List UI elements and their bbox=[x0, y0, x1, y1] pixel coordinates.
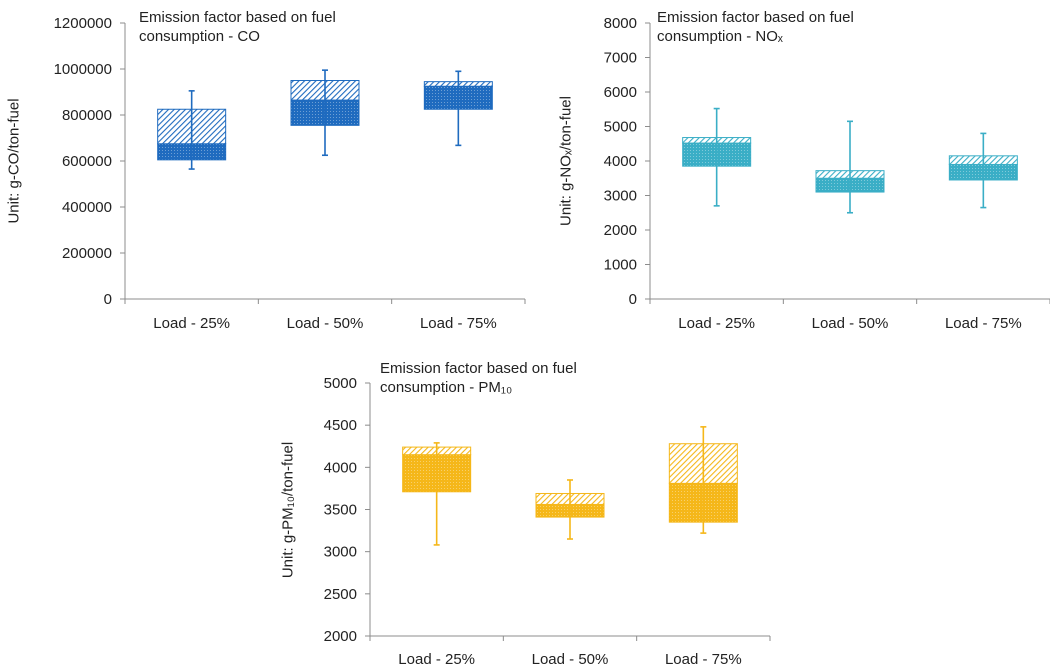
box-1 bbox=[682, 107, 752, 207]
box-2 bbox=[535, 479, 605, 540]
y-tick-label: 200000 bbox=[62, 245, 112, 262]
plot-area: 0 200000 400000 600000 800000 1000000 1200000 L… bbox=[54, 15, 526, 332]
y-axis-label: Unit: g-CO/ton-fuel bbox=[5, 98, 23, 224]
y-tick-label: 6000 bbox=[604, 84, 637, 101]
y-tick-label: 5000 bbox=[324, 375, 357, 392]
chart-title: Emission factor based on fuel consumptio… bbox=[657, 8, 854, 46]
y-tick-label: 0 bbox=[104, 291, 112, 308]
box-1 bbox=[157, 90, 227, 170]
y-tick-label: 2500 bbox=[324, 586, 357, 603]
chart-title-line2: consumption - CO bbox=[139, 28, 260, 45]
box-3 bbox=[423, 70, 493, 147]
box-3 bbox=[668, 426, 738, 534]
y-tick-label: 4000 bbox=[604, 153, 637, 170]
box-2 bbox=[815, 120, 885, 214]
y-tick-label: 1000000 bbox=[54, 61, 112, 78]
y-tick-label: 3500 bbox=[324, 502, 357, 519]
chart-title-line1: Emission factor based on fuel bbox=[380, 360, 577, 377]
chart-title-line1: Emission factor based on fuel bbox=[657, 9, 854, 26]
y-tick-label: 0 bbox=[629, 291, 637, 308]
co-emission-chart: Emission factor based on fuel consumptio… bbox=[0, 0, 526, 340]
chart-title-line2: consumption - PM₁₀ bbox=[380, 379, 513, 396]
plot-area: 0 1000 2000 3000 4000 5000 6000 7000 8000 Load - … bbox=[604, 15, 1050, 332]
y-tick-label: 4000 bbox=[324, 459, 357, 476]
chart-title-line2: consumption - NOₓ bbox=[657, 28, 783, 45]
x-tick-label: Load - 25% bbox=[153, 315, 230, 332]
pm10-emission-chart: Emission factor based on fuel consumptio… bbox=[270, 350, 790, 670]
x-tick-label: Load - 50% bbox=[287, 315, 364, 332]
y-tick-label: 800000 bbox=[62, 107, 112, 124]
y-tick-label: 7000 bbox=[604, 50, 637, 67]
box-1 bbox=[402, 442, 472, 546]
x-tick-label: Load - 25% bbox=[678, 315, 755, 332]
chart-title: Emission factor based on fuel consumptio… bbox=[139, 8, 336, 46]
x-tick-label: Load - 75% bbox=[420, 315, 497, 332]
box-3 bbox=[948, 132, 1018, 209]
y-tick-label: 2000 bbox=[324, 628, 357, 645]
x-tick-label: Load - 75% bbox=[665, 651, 742, 668]
chart-title-line1: Emission factor based on fuel bbox=[139, 9, 336, 26]
y-axis-label: Unit: g-PM₁₀/ton-fuel bbox=[279, 441, 297, 579]
y-tick-label: 1200000 bbox=[54, 15, 112, 32]
x-tick-label: Load - 25% bbox=[398, 651, 475, 668]
y-axis-label: Unit: g-NOₓ/ton-fuel bbox=[557, 96, 575, 226]
plot-area: 2000 2500 3000 3500 4000 4500 5000 Load - 25% Lo… bbox=[324, 375, 771, 668]
y-tick-label: 3000 bbox=[604, 188, 637, 205]
y-tick-label: 600000 bbox=[62, 153, 112, 170]
x-tick-label: Load - 50% bbox=[532, 651, 609, 668]
chart-title: Emission factor based on fuel consumptio… bbox=[380, 359, 577, 397]
y-tick-label: 3000 bbox=[324, 544, 357, 561]
y-tick-label: 4500 bbox=[324, 417, 357, 434]
y-tick-label: 8000 bbox=[604, 15, 637, 32]
x-tick-label: Load - 50% bbox=[812, 315, 889, 332]
x-tick-label: Load - 75% bbox=[945, 315, 1022, 332]
box-2 bbox=[290, 69, 360, 157]
nox-emission-chart: Emission factor based on fuel consumptio… bbox=[525, 0, 1050, 340]
y-tick-label: 1000 bbox=[604, 257, 637, 274]
y-tick-label: 2000 bbox=[604, 222, 637, 239]
y-tick-label: 5000 bbox=[604, 119, 637, 136]
y-tick-label: 400000 bbox=[62, 199, 112, 216]
